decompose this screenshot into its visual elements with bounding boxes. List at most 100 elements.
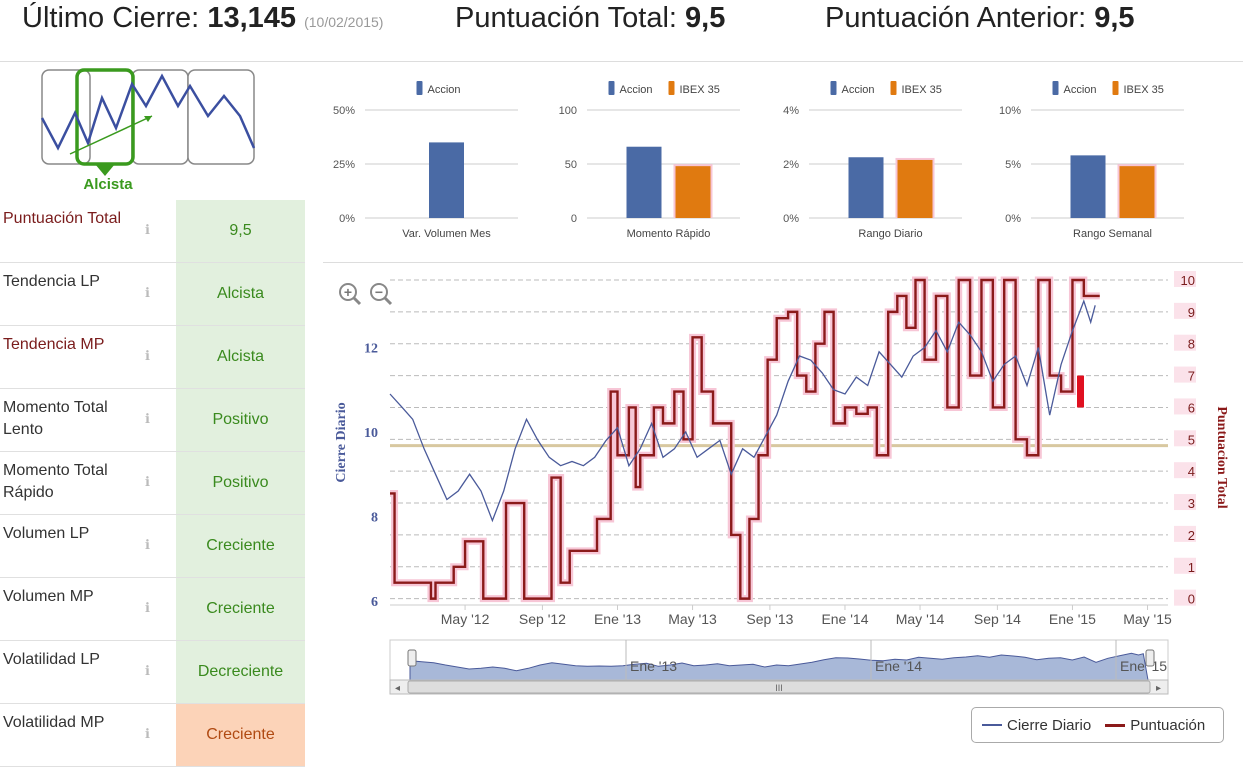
indicator-value: Creciente	[176, 515, 305, 577]
section-divider	[323, 262, 1243, 263]
y-tick-label: 0%	[1005, 213, 1021, 225]
right-tick-label: 5	[1188, 432, 1195, 447]
right-tick-label: 6	[1188, 400, 1195, 415]
info-icon[interactable]: ℹ	[145, 600, 150, 615]
indicator-label: Volumen MP	[3, 588, 94, 605]
legend-line-cierre	[982, 724, 1002, 726]
indicator-row: Tendencia MP ℹ Alcista	[0, 326, 305, 389]
legend-marker	[830, 81, 837, 95]
scroll-left-icon[interactable]: ◂	[395, 683, 400, 694]
price-line	[389, 299, 1096, 523]
legend-item-puntuacion[interactable]: Puntuación	[1105, 717, 1205, 734]
indicator-value: Positivo	[176, 389, 305, 451]
indicator-label: Volumen LP	[3, 525, 90, 542]
right-tick-highlight	[1174, 589, 1196, 606]
total-score: Puntuación Total: 9,5	[455, 2, 726, 34]
previous-score: Puntuación Anterior: 9,5	[825, 2, 1135, 34]
info-icon[interactable]: ℹ	[145, 285, 150, 300]
right-tick-label: 7	[1188, 369, 1195, 384]
left-tick-label: 12	[364, 342, 378, 357]
right-tick-highlight	[1174, 398, 1196, 415]
legend-label: IBEX 35	[902, 84, 942, 96]
trend-label: Alcista	[83, 176, 133, 193]
mini-chart-4: Accion IBEX 35 0% 5% 10% Rango Semanal	[999, 81, 1184, 240]
info-icon[interactable]: ℹ	[145, 663, 150, 678]
info-icon[interactable]: ℹ	[145, 411, 150, 426]
bar	[626, 146, 662, 218]
zoom-out-icon-symbol: −	[375, 284, 383, 300]
scroll-right-icon[interactable]: ▸	[1156, 683, 1161, 694]
indicator-value: Decreciente	[176, 641, 305, 703]
y-tick-label: 100	[559, 105, 577, 117]
legend-line-puntuacion	[1105, 723, 1126, 727]
right-tick-highlight	[1174, 430, 1196, 447]
info-icon[interactable]: ℹ	[145, 222, 150, 237]
right-tick-label: 10	[1181, 273, 1195, 288]
mini-charts: Accion 0% 25% 50% Var. Volumen Mes Accion IBEX…	[323, 70, 1243, 260]
score-highlight	[1077, 375, 1085, 408]
info-icon[interactable]: ℹ	[145, 726, 150, 741]
x-tick-label: Ene '14	[821, 611, 868, 627]
y-tick-label: 2%	[783, 159, 799, 171]
legend-marker	[668, 81, 675, 95]
x-tick-label: Sep '12	[519, 611, 566, 627]
right-tick-label: 3	[1188, 496, 1195, 511]
indicator-value: Alcista	[176, 263, 305, 325]
zoom-out-icon[interactable]: −	[370, 283, 393, 306]
info-icon[interactable]: ℹ	[145, 474, 150, 489]
y-tick-label: 50%	[333, 105, 355, 117]
y-tick-label: 50	[565, 159, 577, 171]
scrollbar-thumb[interactable]	[407, 680, 1151, 694]
indicator-value: Creciente	[176, 578, 305, 640]
legend-label: Accion	[620, 84, 653, 96]
last-close: Último Cierre: 13,145 (10/02/2015)	[22, 2, 384, 34]
indicator-row: Volumen MP ℹ Creciente	[0, 578, 305, 641]
y-tick-label: 10%	[999, 105, 1021, 117]
score-line	[390, 278, 1100, 600]
legend-marker	[416, 81, 423, 95]
indicator-value: Creciente	[176, 704, 305, 766]
right-tick-label: 9	[1188, 305, 1195, 320]
right-tick-highlight	[1174, 525, 1196, 542]
bar	[1070, 155, 1106, 218]
right-tick-label: 1	[1188, 560, 1195, 575]
right-tick-label: 2	[1188, 528, 1195, 543]
right-tick-highlight	[1174, 462, 1196, 479]
x-tick-label: Sep '13	[746, 611, 793, 627]
indicator-label: Volatilidad MP	[3, 714, 105, 731]
navigator-tick-label: Ene '13	[630, 658, 677, 674]
left-tick-label: 6	[371, 595, 378, 610]
navigator-left-handle[interactable]	[407, 649, 417, 667]
header: Último Cierre: 13,145 (10/02/2015) Puntu…	[0, 0, 1243, 60]
indicator-row: Momento Total Rápido ℹ Positivo	[0, 452, 305, 515]
legend-item-cierre[interactable]: Cierre Diario	[982, 717, 1091, 734]
right-tick-highlight	[1174, 366, 1196, 383]
y-tick-label: 25%	[333, 159, 355, 171]
category-label: Momento Rápido	[627, 228, 711, 240]
indicator-label: Tendencia MP	[3, 336, 105, 353]
navigator-series	[409, 652, 1149, 681]
legend-marker	[1112, 81, 1119, 95]
scroll-grip-icon: III	[775, 683, 783, 693]
category-label: Rango Semanal	[1073, 228, 1152, 240]
mini-chart-1: Accion 0% 25% 50% Var. Volumen Mes	[333, 81, 518, 240]
navigator-right-handle[interactable]	[1145, 649, 1155, 667]
navigator-tick-label: Ene '15	[1120, 658, 1167, 674]
indicator-label: Tendencia LP	[3, 273, 100, 290]
mini-chart-2: Accion IBEX 35 0 50 100 Momento Rápido	[559, 81, 740, 240]
zoom-out-icon-lens	[370, 283, 388, 301]
right-tick-highlight	[1174, 271, 1196, 287]
right-tick-highlight	[1174, 302, 1196, 319]
category-label: Var. Volumen Mes	[402, 228, 491, 240]
zoom-in-icon[interactable]: +	[339, 283, 362, 306]
x-tick-label: Ene '15	[1049, 611, 1096, 627]
info-icon[interactable]: ℹ	[145, 348, 150, 363]
legend-label: IBEX 35	[1124, 84, 1164, 96]
indicator-row: Tendencia LP ℹ Alcista	[0, 263, 305, 326]
y-tick-label: 0%	[783, 213, 799, 225]
indicator-row: Momento Total Lento ℹ Positivo	[0, 389, 305, 452]
zoom-in-icon-handle	[352, 296, 362, 306]
right-tick-label: 0	[1188, 592, 1195, 607]
info-icon[interactable]: ℹ	[145, 537, 150, 552]
mini-chart-3: Accion IBEX 35 0% 2% 4% Rango Diario	[783, 81, 962, 240]
